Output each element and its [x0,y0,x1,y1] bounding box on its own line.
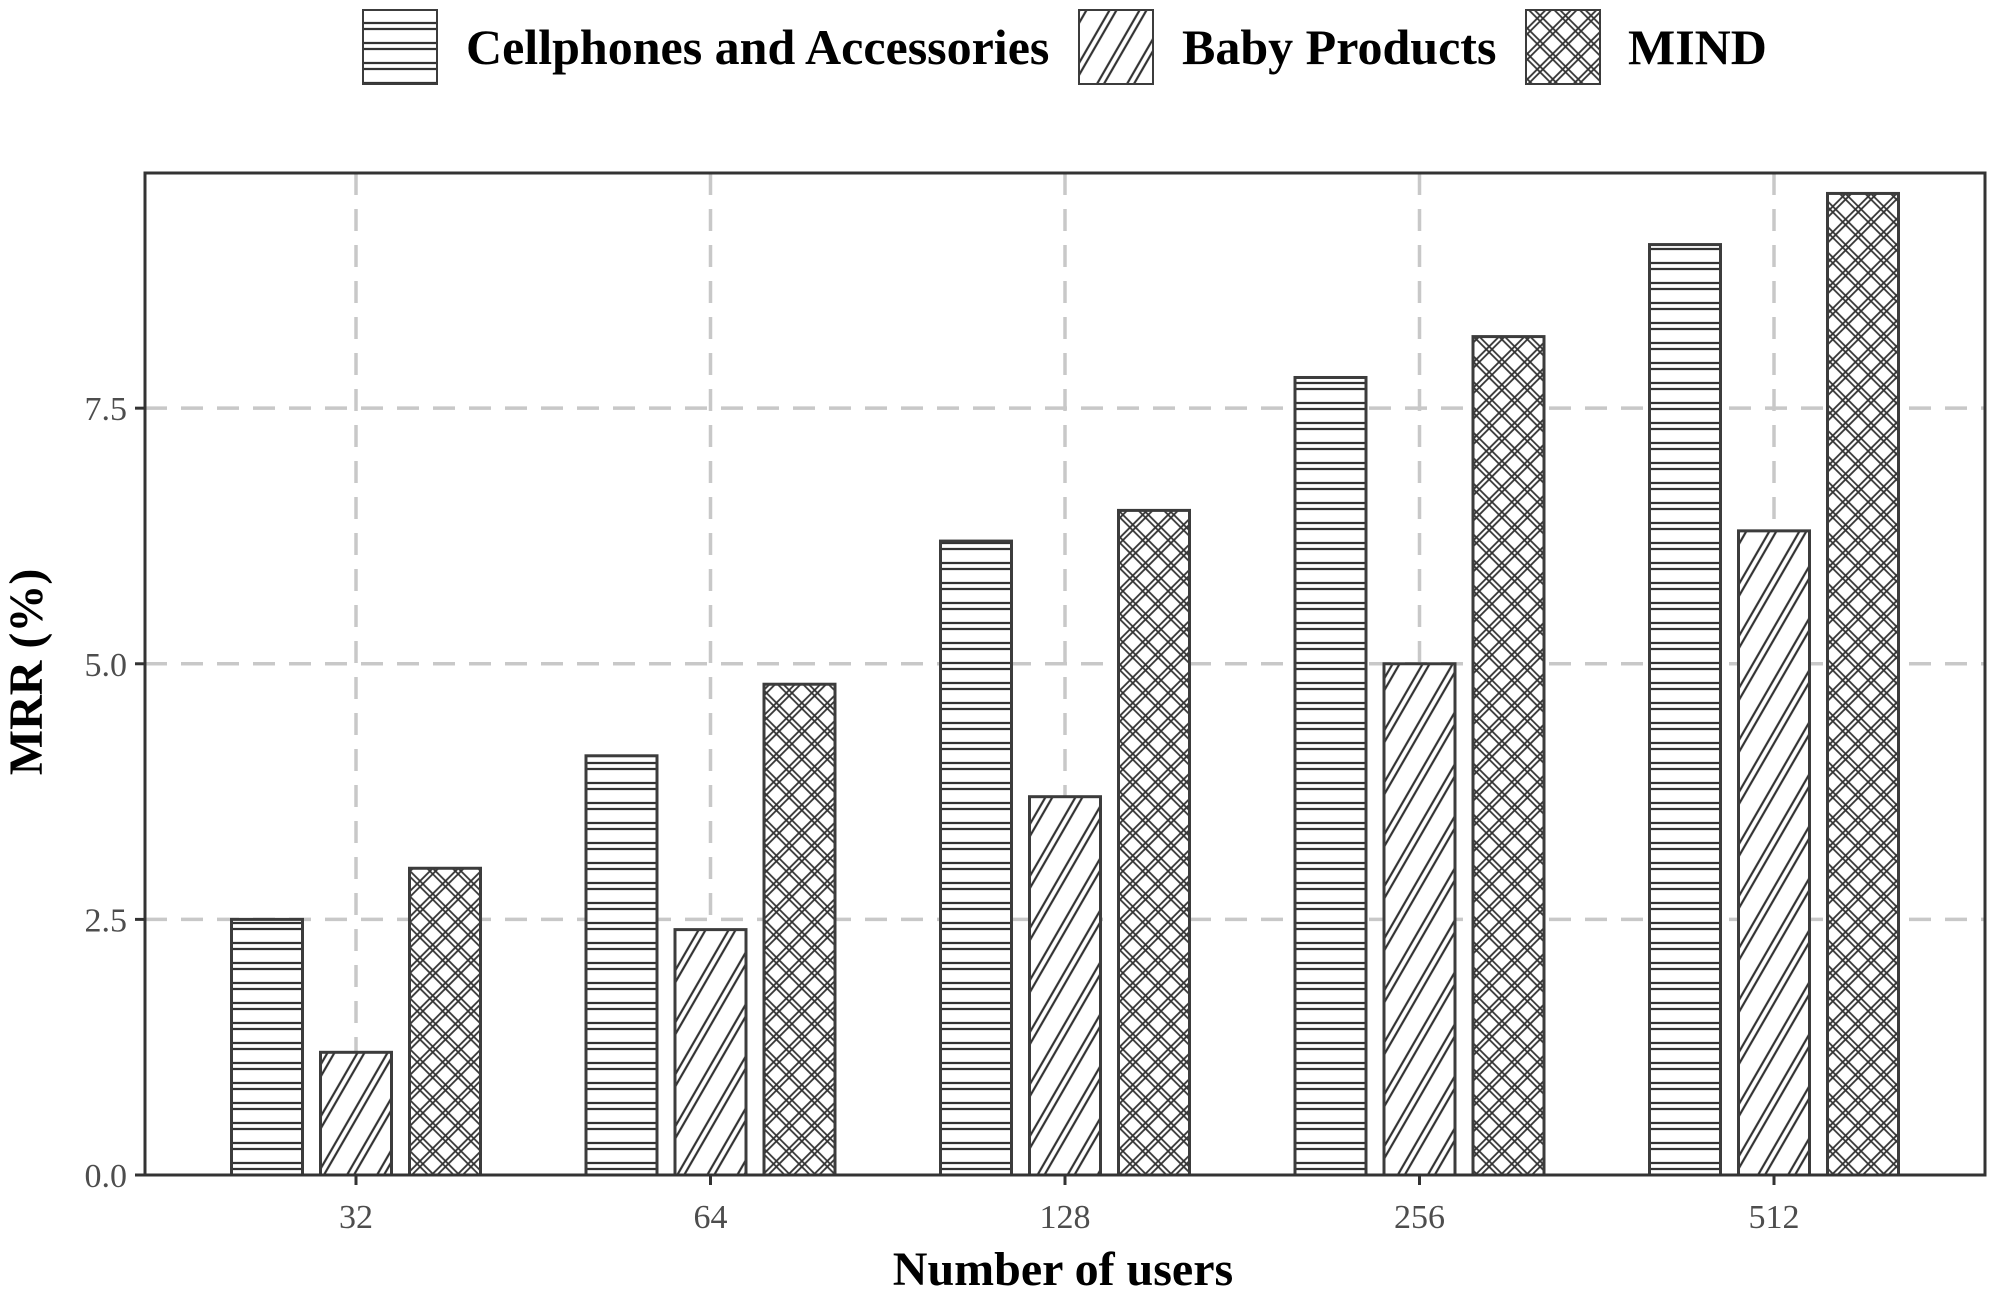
bar-horizontal-lines [230,917,304,1177]
bar-crosshatch [762,682,837,1177]
bar-crosshatch [1117,508,1191,1177]
x-tick-label: 128 [1040,1199,1091,1236]
bar-horizontal-lines [1293,375,1368,1177]
legend-key-crosshatch [1525,9,1601,85]
y-tick-label: 2.5 [85,902,128,939]
bar-diagonal-lines [1737,529,1811,1177]
bar-crosshatch [408,866,482,1177]
bar-horizontal-lines [584,754,659,1177]
bar-crosshatch [1826,191,1900,1177]
bar-diagonal-lines [319,1050,393,1177]
bar-crosshatch [1471,335,1546,1177]
legend-key-diagonal-lines [1078,9,1154,85]
x-tick-label: 32 [339,1199,373,1236]
x-tick-label: 512 [1749,1199,1800,1236]
x-tick-label: 64 [694,1199,728,1236]
y-axis-title: MRR (%) [0,569,53,776]
y-tick-label: 7.5 [85,391,128,428]
bar-horizontal-lines [1648,243,1722,1177]
bar-diagonal-lines [1382,662,1457,1177]
legend-key-horizontal-lines [362,9,438,85]
plot-panel [143,171,1987,1177]
bar-diagonal-lines [1028,795,1102,1177]
x-axis: 32 64 128 256 512 [339,1175,1800,1236]
bars [230,191,1900,1177]
legend-label: Cellphones and Accessories [466,19,1049,75]
y-tick-label: 5.0 [85,647,128,684]
y-axis: 0.0 2.5 5.0 7.5 [85,391,145,1195]
legend-label: Baby Products [1182,19,1496,75]
y-tick-label: 0.0 [85,1158,128,1195]
bar-horizontal-lines [939,539,1013,1177]
legend-label: MIND [1628,19,1767,75]
bar-diagonal-lines [673,928,748,1177]
x-axis-title: Number of users [893,1243,1233,1295]
x-tick-label: 256 [1394,1199,1445,1236]
legend: Cellphones and Accessories Baby Products M… [362,9,1767,85]
